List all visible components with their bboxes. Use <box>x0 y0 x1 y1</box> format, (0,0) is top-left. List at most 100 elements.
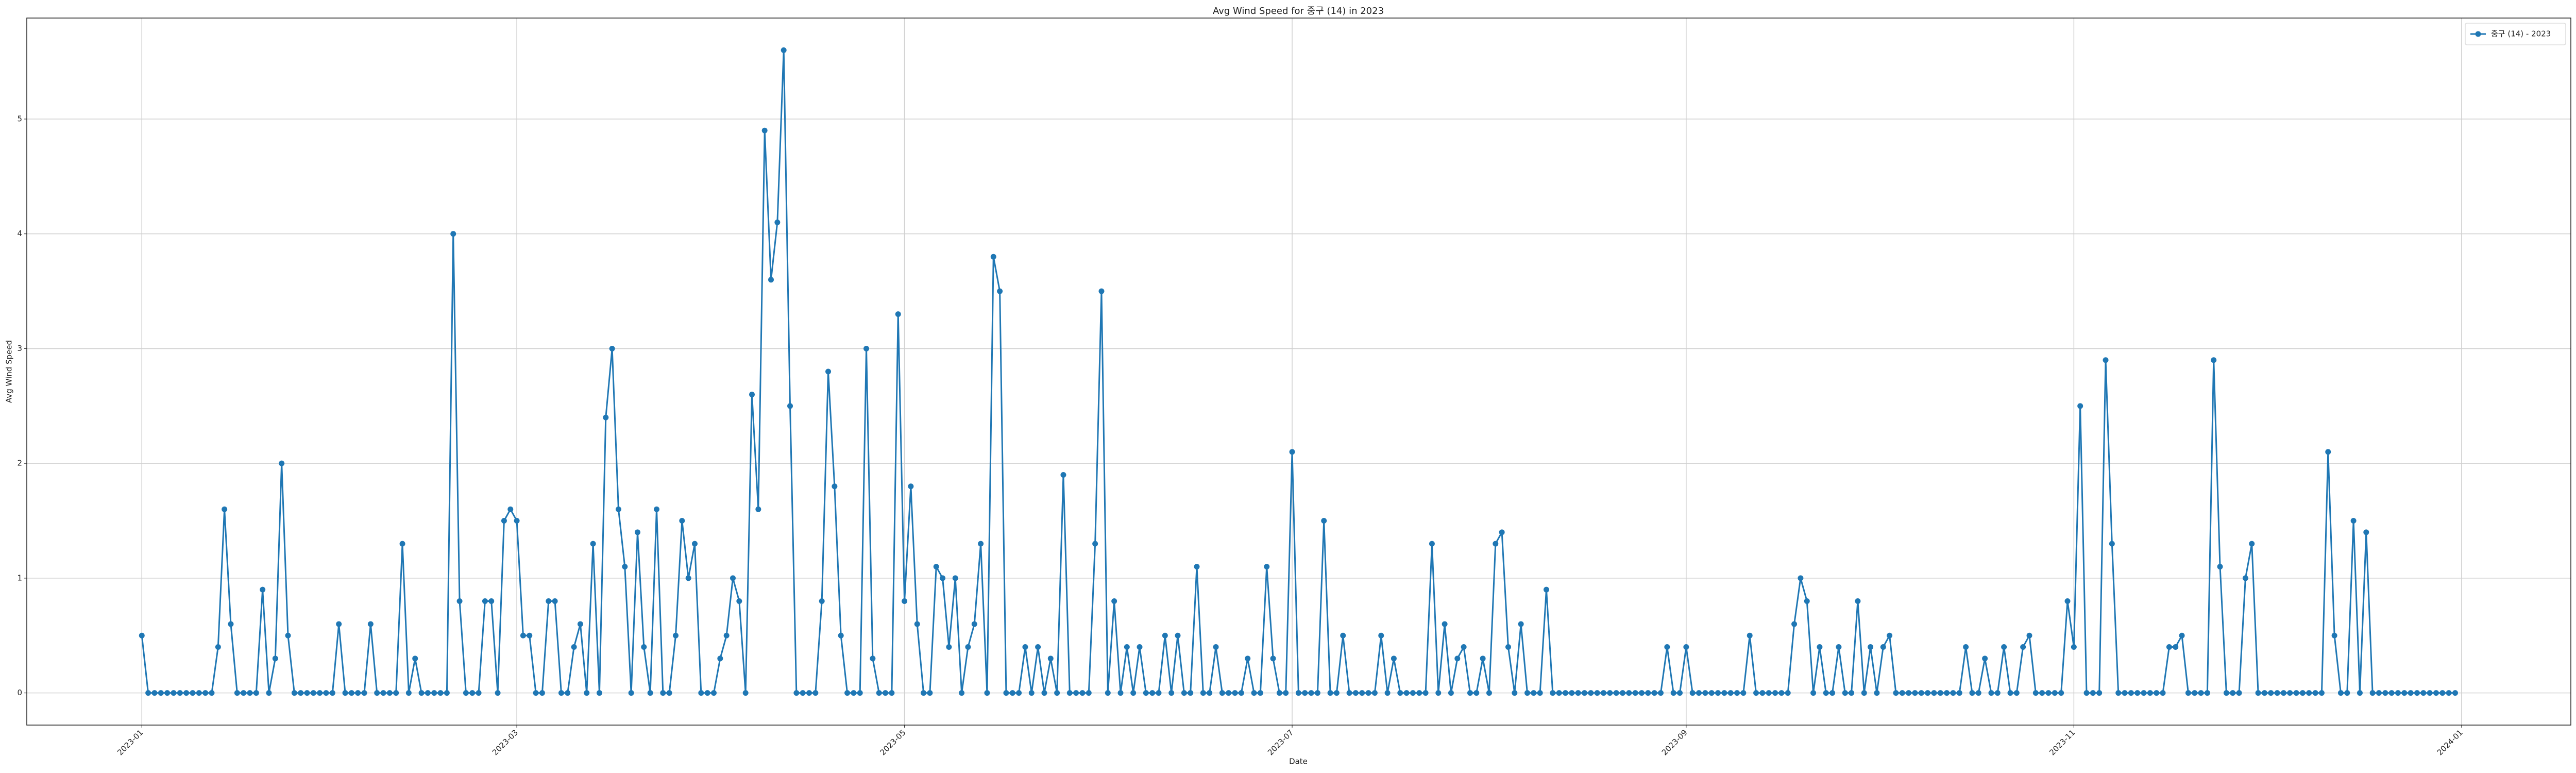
y-tick-label: 5 <box>17 114 22 124</box>
data-point <box>710 690 717 696</box>
data-point <box>317 690 323 696</box>
data-point <box>463 690 469 696</box>
data-point <box>1956 690 1962 696</box>
data-point <box>1283 690 1289 696</box>
data-point <box>946 644 952 650</box>
data-point <box>1696 690 1702 696</box>
data-point <box>164 690 171 696</box>
data-point <box>1798 575 1804 581</box>
data-point <box>1849 690 1855 696</box>
data-point <box>2337 690 2344 696</box>
data-point <box>2032 690 2039 696</box>
data-point <box>2039 690 2045 696</box>
data-point <box>622 564 628 570</box>
data-point <box>2287 690 2293 696</box>
data-point <box>253 690 259 696</box>
data-point <box>2446 690 2452 696</box>
data-point <box>1276 690 1282 696</box>
data-point <box>342 690 348 696</box>
data-point <box>1912 690 1918 696</box>
data-point <box>1028 690 1035 696</box>
data-point <box>565 690 571 696</box>
data-point <box>2255 690 2261 696</box>
data-point <box>1810 690 1817 696</box>
y-tick-label: 2 <box>17 459 22 468</box>
data-point <box>1435 690 1442 696</box>
data-point <box>704 690 710 696</box>
data-point <box>1238 690 1244 696</box>
data-point <box>202 690 209 696</box>
data-point <box>768 277 774 283</box>
data-point <box>1658 690 1664 696</box>
data-point <box>380 690 386 696</box>
data-point <box>876 690 882 696</box>
data-point <box>558 690 564 696</box>
data-point <box>590 541 596 547</box>
data-point <box>336 621 342 627</box>
data-point <box>2408 690 2414 696</box>
data-point <box>800 690 806 696</box>
data-point <box>1734 690 1740 696</box>
data-point <box>672 632 679 638</box>
data-point <box>228 621 234 627</box>
data-point <box>2077 403 2083 409</box>
data-point <box>1613 690 1619 696</box>
data-point <box>151 690 158 696</box>
data-point <box>1727 690 1734 696</box>
data-point <box>2052 690 2058 696</box>
data-point <box>2007 690 2013 696</box>
data-point <box>1346 690 1352 696</box>
data-point <box>2414 690 2420 696</box>
data-point <box>1791 621 1798 627</box>
data-point <box>1480 656 1486 662</box>
data-point <box>418 690 425 696</box>
data-point <box>1397 690 1403 696</box>
data-point <box>2064 598 2071 604</box>
data-point <box>959 690 965 696</box>
data-point <box>1836 644 1842 650</box>
data-point <box>1403 690 1410 696</box>
data-point <box>495 690 501 696</box>
data-point <box>952 575 958 581</box>
data-point <box>1079 690 1086 696</box>
data-point <box>647 690 653 696</box>
data-point <box>965 644 971 650</box>
data-point <box>1086 690 1092 696</box>
data-point <box>1340 632 1346 638</box>
data-point <box>1518 621 1524 627</box>
data-point <box>2350 518 2357 524</box>
data-point <box>990 254 996 260</box>
data-point <box>183 690 190 696</box>
y-tick-label: 3 <box>17 344 22 353</box>
data-point <box>609 345 615 351</box>
data-point <box>1289 449 1295 455</box>
data-point <box>596 690 602 696</box>
data-point <box>685 575 691 581</box>
data-point <box>1524 690 1530 696</box>
data-point <box>1994 690 2001 696</box>
data-point <box>1009 690 1015 696</box>
data-point <box>552 598 558 604</box>
data-point <box>1124 644 1130 650</box>
data-point <box>139 632 145 638</box>
data-point <box>1950 690 1956 696</box>
data-point <box>691 541 698 547</box>
legend-box <box>2465 23 2566 45</box>
data-point <box>2192 690 2198 696</box>
data-point <box>1073 690 1079 696</box>
data-point <box>1181 690 1187 696</box>
data-point <box>1327 690 1333 696</box>
data-point <box>2376 690 2382 696</box>
data-point <box>914 621 920 627</box>
data-point <box>812 690 819 696</box>
data-point <box>1759 690 1766 696</box>
data-point <box>2217 564 2223 570</box>
data-point <box>514 518 520 524</box>
data-point <box>971 621 977 627</box>
data-point <box>978 541 984 547</box>
data-point <box>507 506 514 512</box>
data-point <box>761 127 768 133</box>
data-point <box>1778 690 1785 696</box>
y-tick-label: 0 <box>17 688 22 697</box>
